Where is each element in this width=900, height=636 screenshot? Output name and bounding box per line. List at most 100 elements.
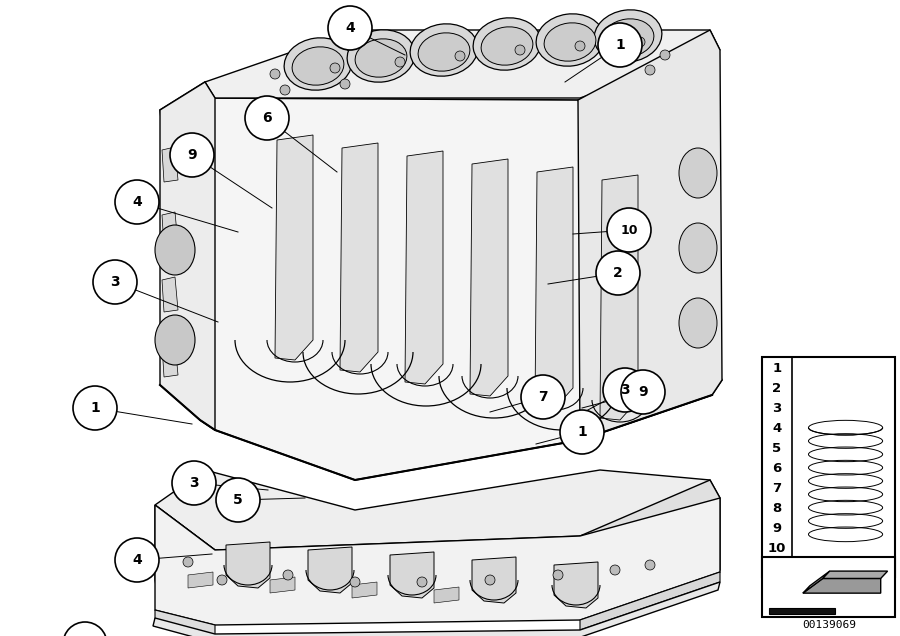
Circle shape <box>115 180 159 224</box>
Circle shape <box>607 208 651 252</box>
Polygon shape <box>308 547 352 593</box>
Bar <box>762 557 895 617</box>
Circle shape <box>603 368 647 412</box>
Text: 8: 8 <box>772 502 781 516</box>
Circle shape <box>645 560 655 570</box>
Polygon shape <box>270 577 295 593</box>
Polygon shape <box>803 579 881 593</box>
Circle shape <box>660 50 670 60</box>
Text: 1: 1 <box>90 401 100 415</box>
Polygon shape <box>205 30 720 98</box>
Polygon shape <box>160 82 215 430</box>
Polygon shape <box>472 557 516 603</box>
Text: 1: 1 <box>577 425 587 439</box>
Circle shape <box>217 575 227 585</box>
Text: 4: 4 <box>132 553 142 567</box>
Ellipse shape <box>347 30 415 82</box>
Polygon shape <box>162 277 178 312</box>
Ellipse shape <box>544 23 596 61</box>
Polygon shape <box>600 175 638 420</box>
Polygon shape <box>405 151 443 384</box>
Text: 00139069: 00139069 <box>802 620 856 630</box>
Circle shape <box>610 565 620 575</box>
Text: 6: 6 <box>262 111 272 125</box>
Text: 9: 9 <box>772 523 781 536</box>
Text: 3: 3 <box>772 403 781 415</box>
Circle shape <box>521 375 565 419</box>
Polygon shape <box>162 342 178 377</box>
Circle shape <box>553 570 563 580</box>
Circle shape <box>328 6 372 50</box>
Text: 9: 9 <box>638 385 648 399</box>
Circle shape <box>417 577 427 587</box>
Ellipse shape <box>602 19 654 57</box>
Circle shape <box>216 478 260 522</box>
Circle shape <box>350 577 360 587</box>
Circle shape <box>485 575 495 585</box>
Text: 6: 6 <box>772 462 781 476</box>
Ellipse shape <box>292 47 344 85</box>
Text: 7: 7 <box>538 390 548 404</box>
Ellipse shape <box>155 315 195 365</box>
Ellipse shape <box>356 39 407 77</box>
Bar <box>762 357 895 577</box>
Text: 10: 10 <box>768 543 787 555</box>
Polygon shape <box>162 212 178 247</box>
Circle shape <box>635 37 645 47</box>
Circle shape <box>330 63 340 73</box>
Text: 3: 3 <box>620 383 630 397</box>
Text: 4: 4 <box>772 422 781 436</box>
Circle shape <box>395 57 405 67</box>
Ellipse shape <box>284 38 352 90</box>
Ellipse shape <box>473 18 541 70</box>
Circle shape <box>596 251 640 295</box>
Polygon shape <box>554 562 598 608</box>
Text: 1: 1 <box>772 363 781 375</box>
Polygon shape <box>352 582 377 598</box>
Circle shape <box>170 133 214 177</box>
Polygon shape <box>226 542 270 588</box>
Circle shape <box>93 260 137 304</box>
Circle shape <box>515 45 525 55</box>
Polygon shape <box>153 582 720 636</box>
Text: 3: 3 <box>189 476 199 490</box>
Circle shape <box>270 69 280 79</box>
Circle shape <box>645 65 655 75</box>
Ellipse shape <box>679 148 717 198</box>
Ellipse shape <box>155 225 195 275</box>
Ellipse shape <box>594 10 662 62</box>
Text: 5: 5 <box>772 443 781 455</box>
Polygon shape <box>155 470 720 550</box>
Circle shape <box>115 538 159 582</box>
Text: 4: 4 <box>345 21 355 35</box>
Polygon shape <box>580 572 720 630</box>
Polygon shape <box>580 480 720 615</box>
Circle shape <box>172 461 216 505</box>
Polygon shape <box>155 498 720 625</box>
Polygon shape <box>160 82 722 480</box>
Circle shape <box>621 370 665 414</box>
Circle shape <box>283 570 293 580</box>
Circle shape <box>63 622 107 636</box>
Circle shape <box>575 41 585 51</box>
Ellipse shape <box>418 33 470 71</box>
Polygon shape <box>470 159 508 396</box>
Polygon shape <box>275 135 313 360</box>
Text: 10: 10 <box>620 223 638 237</box>
Ellipse shape <box>536 14 604 66</box>
Text: 3: 3 <box>110 275 120 289</box>
Polygon shape <box>162 147 178 182</box>
Circle shape <box>455 51 465 61</box>
Polygon shape <box>155 610 215 635</box>
Ellipse shape <box>679 298 717 348</box>
Text: 2: 2 <box>613 266 623 280</box>
Circle shape <box>73 386 117 430</box>
Circle shape <box>280 85 290 95</box>
Ellipse shape <box>679 223 717 273</box>
Text: 1: 1 <box>615 38 625 52</box>
Ellipse shape <box>482 27 533 65</box>
Circle shape <box>560 410 604 454</box>
Polygon shape <box>769 608 835 614</box>
Circle shape <box>340 79 350 89</box>
Text: 2: 2 <box>772 382 781 396</box>
